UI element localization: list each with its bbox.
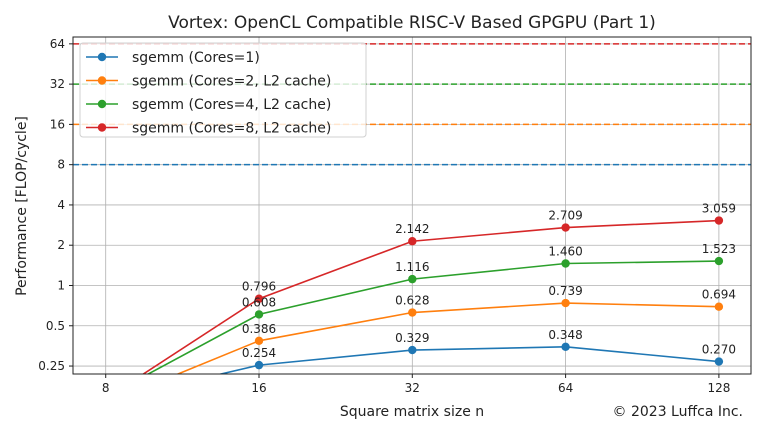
data-label: 0.739 — [548, 284, 582, 298]
data-point — [254, 360, 264, 370]
data-point — [561, 259, 570, 268]
y-axis-label: Performance [FLOP/cycle] — [14, 116, 30, 296]
y-tick-label: 0.5 — [46, 319, 65, 333]
data-point — [561, 342, 570, 352]
data-label: 3.059 — [702, 202, 736, 216]
legend-entry: sgemm (Cores=4, L2 cache) — [132, 97, 331, 113]
data-point — [102, 397, 110, 405]
legend-box — [79, 42, 367, 138]
series-group — [102, 216, 724, 407]
data-label: 0.628 — [395, 294, 429, 308]
y-tick-label: 64 — [50, 37, 65, 51]
y-tick-label: 8 — [57, 158, 65, 172]
data-point — [714, 216, 724, 225]
data-label: 0.329 — [395, 331, 429, 345]
legend-entry: sgemm (Cores=2, L2 cache) — [132, 74, 331, 90]
data-point — [714, 302, 724, 311]
data-label: 0.270 — [702, 343, 736, 357]
legend: sgemm (Cores=1) sgemm (Cores=2, L2 cache)… — [79, 42, 367, 138]
data-label: 0.608 — [242, 295, 276, 309]
data-point — [102, 399, 110, 407]
y-tick-label: 16 — [50, 117, 65, 131]
x-ticks: 8 16 32 64 128 — [102, 374, 730, 395]
x-tick-label: 128 — [707, 381, 730, 395]
legend-swatch-marker — [97, 52, 107, 62]
y-tick-label: 0.25 — [38, 359, 65, 373]
data-point — [408, 274, 417, 284]
data-label: 1.116 — [395, 260, 429, 274]
data-point — [254, 310, 264, 319]
data-point — [254, 336, 264, 346]
x-tick-label: 64 — [558, 381, 573, 395]
data-label: 0.796 — [242, 280, 276, 294]
data-label: 0.386 — [242, 322, 276, 336]
x-tick-label: 16 — [251, 381, 266, 395]
data-label: 2.709 — [548, 209, 582, 223]
y-tick-label: 32 — [50, 77, 65, 91]
data-label: 2.142 — [395, 222, 429, 236]
legend-entry: sgemm (Cores=1) — [132, 50, 260, 66]
data-point — [408, 308, 417, 317]
y-tick-label: 4 — [57, 198, 65, 212]
data-point — [102, 394, 110, 402]
y-ticks: 0.25 0.5 1 2 4 8 16 32 64 — [38, 37, 73, 373]
data-point — [254, 294, 264, 303]
x-tick-label: 32 — [405, 381, 420, 395]
legend-swatch-marker — [97, 99, 107, 109]
data-point — [408, 237, 417, 246]
data-point — [714, 256, 724, 266]
legend-swatch-marker — [97, 123, 107, 132]
legend-swatch-marker — [97, 76, 107, 85]
data-label: 0.694 — [702, 288, 736, 302]
data-label: 1.523 — [702, 242, 736, 256]
data-label: 0.254 — [242, 346, 276, 360]
x-tick-label: 8 — [102, 381, 110, 395]
y-tick-label: 1 — [57, 278, 65, 292]
data-point — [408, 345, 417, 355]
x-axis-label: Square matrix size n — [340, 404, 484, 420]
copyright-annotation: © 2023 Luffca Inc. — [613, 404, 743, 420]
data-labels: 0.254 0.329 0.348 0.270 0.386 0.628 0.739 0.694… — [242, 202, 736, 361]
chart-title: Vortex: OpenCL Compatible RISC-V Based G… — [168, 13, 656, 33]
data-label: 0.348 — [548, 328, 582, 342]
data-point — [561, 223, 570, 232]
y-tick-label: 2 — [57, 238, 65, 252]
data-label: 1.460 — [548, 245, 582, 259]
data-point — [714, 357, 724, 366]
data-point — [561, 298, 570, 308]
legend-entry: sgemm (Cores=8, L2 cache) — [132, 121, 331, 137]
